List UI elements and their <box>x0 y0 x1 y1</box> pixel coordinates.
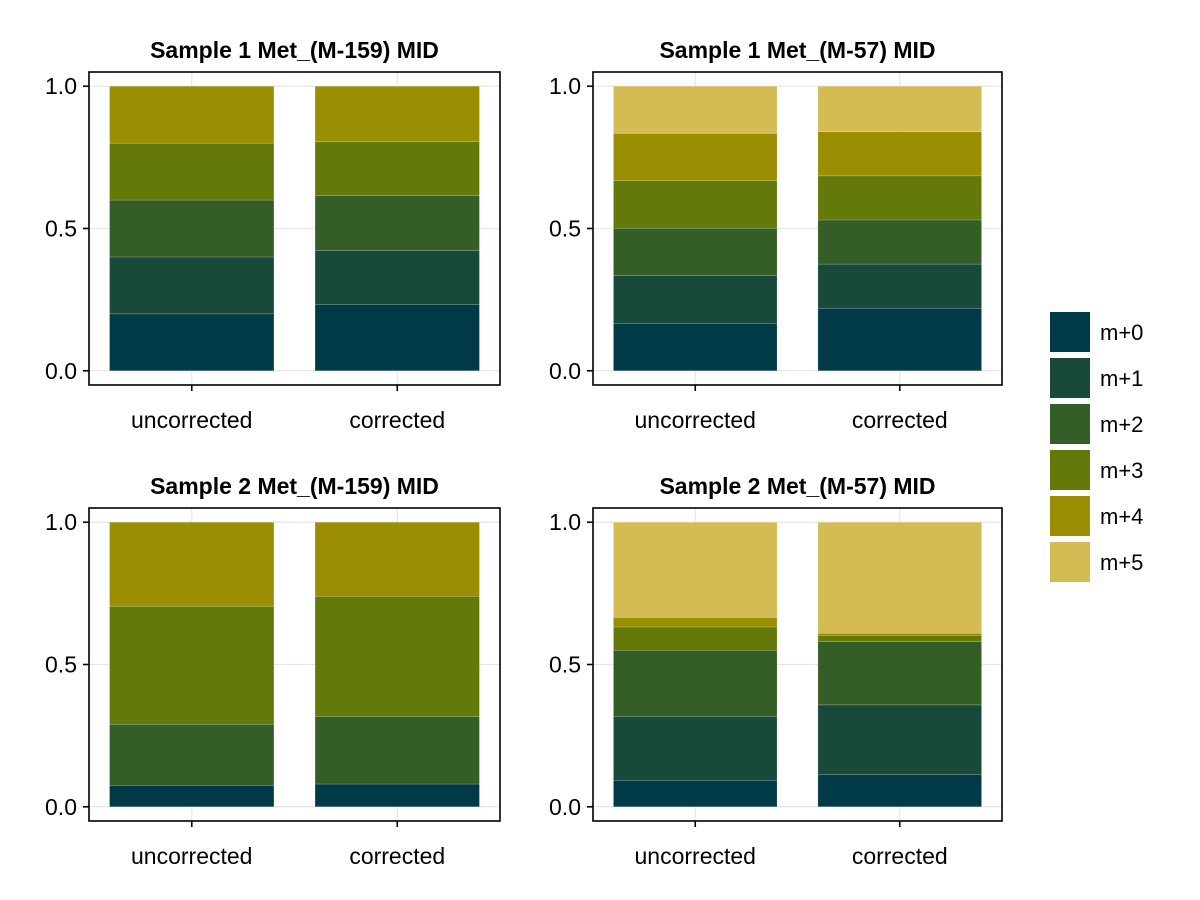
bar-segment-m2-uncorrected <box>613 227 778 276</box>
bar-segment-m0-uncorrected <box>613 323 778 372</box>
legend-label: m+0 <box>1100 320 1143 345</box>
bar-segment-m2-corrected <box>314 716 480 785</box>
y-tick-label: 0.0 <box>45 358 77 384</box>
bar-segment-m5-uncorrected <box>613 521 778 618</box>
y-tick-label: 0.5 <box>549 652 581 678</box>
legend-label: m+5 <box>1100 550 1143 575</box>
bar-segment-m4-uncorrected <box>109 85 275 144</box>
bar-segment-m3-corrected <box>817 175 982 221</box>
y-tick-label: 1.0 <box>45 509 77 535</box>
bar-segment-m5-uncorrected <box>613 85 778 134</box>
legend-swatch <box>1050 358 1090 398</box>
bar-segment-m4-corrected <box>817 131 982 177</box>
bar-segment-m0-uncorrected <box>613 780 778 808</box>
chart-title: Sample 1 Met_(M-159) MID <box>150 37 439 63</box>
chart-panel-3: 0.0 0.5 1.0 uncorrected corrected Sample 2 Me… <box>45 473 501 869</box>
y-tick-label: 1.0 <box>549 509 581 535</box>
bar-segment-m2-corrected <box>314 195 480 251</box>
bar-segment-m4-corrected <box>314 85 480 142</box>
bar-segment-m1-corrected <box>314 250 480 306</box>
chart-title: Sample 1 Met_(M-57) MID <box>659 37 935 63</box>
x-tick-label-corrected: corrected <box>349 843 445 869</box>
legend-item-m3: m+3 <box>1050 450 1143 490</box>
bar-segment-m1-uncorrected <box>613 275 778 324</box>
bar-segment-m1-uncorrected <box>613 716 778 781</box>
bar-segment-m5-corrected <box>817 85 982 133</box>
bar-segment-m3-corrected <box>314 595 480 717</box>
bar-segment-m2-uncorrected <box>109 724 275 786</box>
y-tick-label: 0.5 <box>45 216 77 242</box>
bar-segment-m0-corrected <box>817 774 982 808</box>
legend: m+0 m+1 m+2 m+3 m+4 m+5 <box>1050 312 1143 582</box>
bar-segment-m0-uncorrected <box>109 313 275 372</box>
bar-segment-m3-uncorrected <box>613 180 778 229</box>
legend-label: m+3 <box>1100 458 1143 483</box>
bar-segment-m2-uncorrected <box>109 199 275 258</box>
x-tick-label-uncorrected: uncorrected <box>635 407 756 433</box>
legend-item-m5: m+5 <box>1050 542 1143 582</box>
legend-label: m+4 <box>1100 504 1143 529</box>
bar-segment-m1-corrected <box>817 263 982 309</box>
legend-item-m2: m+2 <box>1050 404 1143 444</box>
legend-swatch <box>1050 450 1090 490</box>
x-tick-label-corrected: corrected <box>852 843 948 869</box>
bar-segment-m3-uncorrected <box>109 605 275 725</box>
bar-segment-m3-uncorrected <box>613 626 778 651</box>
bar-segment-m2-uncorrected <box>613 650 778 717</box>
x-tick-label-uncorrected: uncorrected <box>131 843 252 869</box>
bar-segment-m0-corrected <box>314 783 480 808</box>
bar-segment-m4-corrected <box>817 632 982 636</box>
legend-swatch <box>1050 496 1090 536</box>
legend-label: m+1 <box>1100 366 1143 391</box>
legend-item-m0: m+0 <box>1050 312 1143 352</box>
bar-segment-m4-corrected <box>314 521 480 597</box>
legend-swatch <box>1050 312 1090 352</box>
chart-panels: 0.0 0.5 1.0 uncorrected corrected Sample 1 Me… <box>45 37 1003 869</box>
x-tick-label-corrected: corrected <box>349 407 445 433</box>
bar-segment-m1-corrected <box>817 704 982 775</box>
chart-panel-1: 0.0 0.5 1.0 uncorrected corrected Sample 1 Me… <box>45 37 501 433</box>
bar-segment-m5-corrected <box>817 521 982 634</box>
bar-segment-m3-corrected <box>817 635 982 642</box>
legend-swatch <box>1050 404 1090 444</box>
y-tick-label: 1.0 <box>549 73 581 99</box>
bar-segment-m0-corrected <box>817 307 982 372</box>
y-tick-label: 0.5 <box>45 652 77 678</box>
bar-segment-m4-uncorrected <box>613 133 778 181</box>
legend-swatch <box>1050 542 1090 582</box>
y-tick-label: 0.0 <box>45 794 77 820</box>
x-tick-label-corrected: corrected <box>852 407 948 433</box>
chart-panel-4: 0.0 0.5 1.0 uncorrected corrected Sample 2 Me… <box>549 473 1003 869</box>
bar-segment-m2-corrected <box>817 219 982 265</box>
legend-label: m+2 <box>1100 412 1143 437</box>
bar-segment-m2-corrected <box>817 641 982 706</box>
bar-segment-m3-uncorrected <box>109 142 275 201</box>
y-tick-label: 0.0 <box>549 358 581 384</box>
y-tick-label: 0.0 <box>549 794 581 820</box>
legend-item-m4: m+4 <box>1050 496 1143 536</box>
chart-title: Sample 2 Met_(M-57) MID <box>659 473 935 499</box>
bar-segment-m4-uncorrected <box>109 521 275 607</box>
x-tick-label-uncorrected: uncorrected <box>635 843 756 869</box>
y-tick-label: 0.5 <box>549 216 581 242</box>
bar-segment-m0-corrected <box>314 304 480 372</box>
chart-title: Sample 2 Met_(M-159) MID <box>150 473 439 499</box>
bar-segment-m3-corrected <box>314 141 480 197</box>
x-tick-label-uncorrected: uncorrected <box>131 407 252 433</box>
legend-item-m1: m+1 <box>1050 358 1143 398</box>
y-tick-label: 1.0 <box>45 73 77 99</box>
chart-panel-2: 0.0 0.5 1.0 uncorrected corrected Sample 1 Me… <box>549 37 1003 433</box>
bar-segment-m0-uncorrected <box>109 785 275 808</box>
bar-segment-m4-uncorrected <box>613 617 778 628</box>
bar-segment-m1-uncorrected <box>109 256 275 315</box>
